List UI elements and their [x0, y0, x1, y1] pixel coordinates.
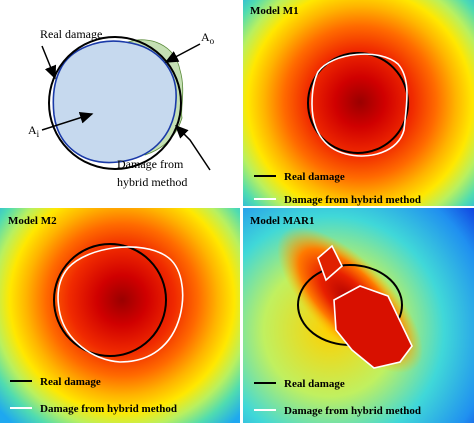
arrow: [41, 111, 94, 131]
hybrid-damage-outline: [57, 246, 184, 363]
label: Ao: [201, 30, 215, 46]
real-damage-circle: [48, 36, 182, 170]
label: Ai: [28, 123, 40, 139]
hybrid-damage-outline: [317, 244, 343, 282]
panel-title: Model M2: [8, 215, 57, 227]
panel-m1: Model M1 Real damage Damage from hybrid …: [243, 0, 474, 206]
hybrid-damage-outline: [311, 53, 408, 157]
label: o: [210, 36, 215, 46]
heatmap: [0, 208, 240, 423]
panel-mar1: Model MAR1 Real damage Damage from hybri…: [243, 208, 474, 423]
arrow: [164, 43, 201, 63]
label: hybrid method: [117, 175, 187, 189]
panel-title: Model M1: [250, 5, 299, 17]
label: Damage from: [117, 157, 184, 171]
legend-label: Damage from hybrid method: [40, 403, 177, 415]
legend-label: Real damage: [284, 171, 345, 183]
hybrid-damage-shape: [52, 40, 177, 164]
legend-label: Real damage: [40, 376, 101, 388]
arrow: [174, 124, 211, 171]
panel-m2: Model M2 Real damage Damage from hybrid …: [0, 208, 240, 423]
label: A: [28, 123, 37, 137]
legend-label: Damage from hybrid method: [284, 194, 421, 206]
panel-title: Model MAR1: [250, 215, 314, 227]
label: A: [201, 30, 210, 44]
legend-label: Real damage: [284, 378, 345, 390]
real-damage-circle: [307, 52, 409, 154]
heatmap: [243, 0, 474, 206]
legend-label: Damage from hybrid method: [284, 405, 421, 417]
hybrid-damage-outline: [333, 285, 413, 369]
label: i: [37, 129, 40, 139]
real-damage-circle: [53, 243, 167, 357]
schematic: Real damage Ao Ai Damage from hybrid met…: [28, 27, 215, 189]
label: Real damage: [40, 27, 102, 41]
arrow: [41, 45, 57, 80]
